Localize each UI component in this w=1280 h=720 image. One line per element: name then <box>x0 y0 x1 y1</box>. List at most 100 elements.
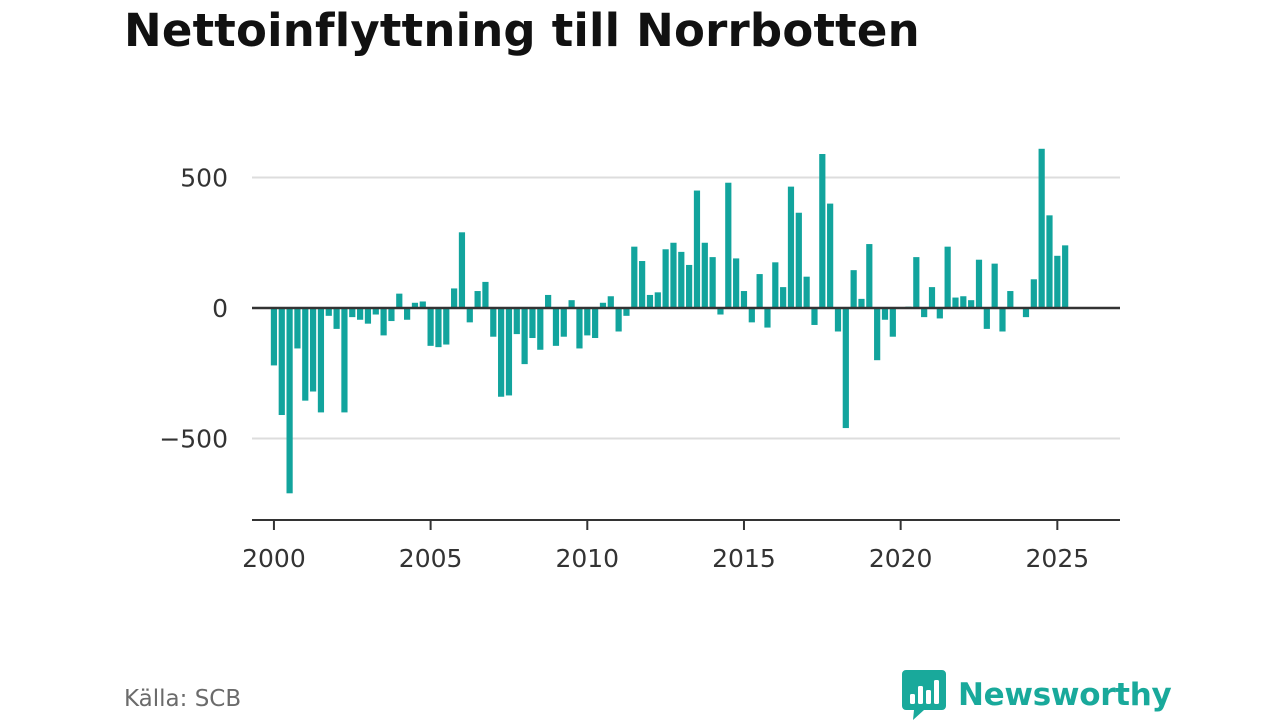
bar <box>599 302 607 308</box>
bar <box>772 262 779 308</box>
bar <box>936 308 943 319</box>
bar <box>1007 291 1014 308</box>
bar <box>991 263 998 308</box>
bar <box>740 291 748 308</box>
x-tick-label: 2015 <box>712 544 776 573</box>
bar <box>560 308 567 337</box>
bar <box>474 291 481 308</box>
bar <box>631 246 638 308</box>
bar <box>451 288 458 308</box>
bar <box>513 308 520 335</box>
bar <box>568 300 575 308</box>
bar <box>333 308 340 329</box>
bar <box>576 308 583 349</box>
newsworthy-logo-icon <box>902 670 946 720</box>
bar <box>302 308 309 401</box>
bar <box>380 308 387 336</box>
bar <box>1046 215 1053 308</box>
bar <box>874 308 881 361</box>
bar <box>357 308 364 320</box>
bar <box>270 308 278 366</box>
bar <box>607 296 614 308</box>
bar <box>983 308 990 329</box>
bar <box>458 232 466 308</box>
bar <box>928 287 936 308</box>
bar <box>811 308 818 325</box>
bar <box>310 308 317 392</box>
brand-name: Newsworthy <box>958 677 1172 713</box>
bar <box>944 246 951 308</box>
y-tick-label: −500 <box>159 425 228 454</box>
tick-labels: −500 0 500 2000 2005 2010 2015 2020 2025 <box>159 164 1089 574</box>
bar <box>717 308 724 315</box>
y-tick-label: 0 <box>212 294 228 323</box>
bar <box>1038 148 1045 308</box>
bar <box>913 257 920 308</box>
bar <box>529 308 536 339</box>
bar <box>443 308 450 345</box>
bar <box>662 249 669 308</box>
bar <box>803 276 810 308</box>
bar <box>615 308 622 332</box>
bar <box>686 264 693 308</box>
bar <box>372 308 379 315</box>
bar <box>404 308 411 320</box>
source-note: Källa: SCB <box>124 686 242 712</box>
bar <box>654 292 661 308</box>
bar <box>748 308 755 323</box>
bar <box>678 251 685 308</box>
y-tick-label: 500 <box>180 164 228 193</box>
bar <box>858 298 865 308</box>
bar <box>552 308 560 346</box>
bar <box>623 308 630 316</box>
x-tick-label: 2025 <box>1026 544 1090 573</box>
bar <box>889 308 896 337</box>
bar <box>709 257 716 308</box>
x-tick-label: 2000 <box>242 544 306 573</box>
bar <box>498 308 505 397</box>
bar <box>999 308 1006 332</box>
bar <box>349 308 356 318</box>
bar <box>693 190 701 308</box>
bar <box>427 308 434 346</box>
bar <box>756 274 763 308</box>
bar <box>952 297 959 308</box>
brand-logo: Newsworthy <box>902 670 1172 720</box>
bar <box>960 296 967 308</box>
bar <box>787 186 795 308</box>
x-tick-label: 2010 <box>555 544 619 573</box>
page-title: Nettoinflyttning till Norrbotten <box>124 4 920 57</box>
bar <box>670 242 677 308</box>
bar <box>881 308 889 320</box>
bar <box>850 270 857 308</box>
bar <box>975 259 983 308</box>
bar <box>325 308 332 316</box>
bar <box>834 308 842 332</box>
bar <box>968 300 975 308</box>
bar <box>482 281 489 308</box>
bar <box>419 301 426 308</box>
bar <box>584 308 591 336</box>
bar <box>842 308 849 429</box>
bar <box>505 308 513 396</box>
bar <box>317 308 325 413</box>
bar <box>294 308 301 349</box>
bar <box>1062 245 1069 308</box>
bar <box>364 308 372 324</box>
bar <box>341 308 348 413</box>
bar <box>827 203 834 308</box>
bar <box>435 308 442 348</box>
bar <box>466 308 473 323</box>
bar <box>1022 308 1030 318</box>
bar <box>866 244 873 308</box>
bar <box>286 308 293 494</box>
grid-lines <box>252 176 1120 440</box>
bar <box>1030 279 1037 308</box>
bar <box>521 308 528 365</box>
x-tick-label: 2005 <box>399 544 463 573</box>
x-tick-label: 2020 <box>869 544 933 573</box>
bar <box>278 308 285 416</box>
bar <box>639 261 646 308</box>
bar <box>592 308 599 339</box>
